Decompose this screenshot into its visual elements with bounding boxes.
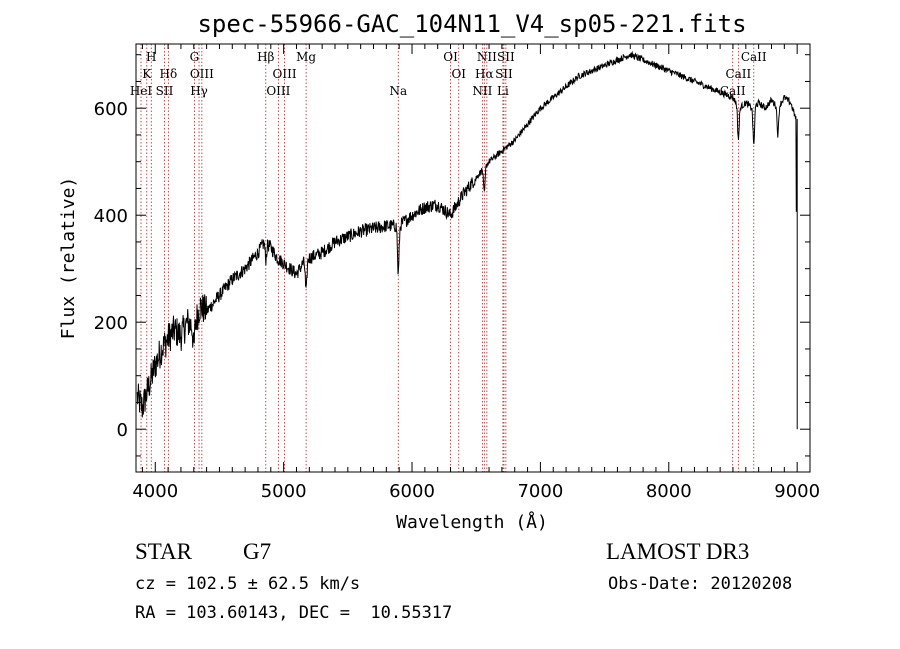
line-label: G: [190, 50, 200, 64]
line-label: CaII: [741, 50, 767, 64]
spectrum-line: [136, 50, 798, 430]
line-label: CaII: [725, 67, 751, 81]
line-label: OIII: [266, 84, 290, 98]
line-label: Hδ: [160, 67, 178, 81]
line-label: OIII: [190, 67, 214, 81]
y-tick-label: 400: [94, 206, 128, 227]
x-tick-label: 9000: [774, 481, 820, 502]
line-label: K: [142, 67, 152, 81]
object-class: STAR: [135, 539, 192, 564]
line-label: Hγ: [190, 84, 208, 98]
x-axis: 4000 5000 6000 7000 8000 9000: [132, 44, 820, 502]
line-label: Li: [497, 84, 509, 98]
line-label: OI: [443, 50, 458, 64]
line-label: Na: [389, 84, 407, 98]
y-tick-label: 0: [117, 420, 128, 441]
redshift-cz: cz = 102.5 ± 62.5 km/s: [135, 574, 361, 594]
line-label: OIII: [273, 67, 297, 81]
spectral-line-labels: HeI KH SII Hδ G Hγ OIII Hβ OIII OIII Mg Na OI OI NII NI…: [130, 50, 767, 98]
line-label: Hβ: [257, 50, 274, 64]
x-tick-label: 8000: [646, 481, 692, 502]
line-label: H: [146, 50, 156, 64]
x-axis-label: Wavelength (Å): [396, 511, 548, 533]
y-tick-label: 200: [94, 313, 128, 334]
line-label: NII: [472, 84, 492, 98]
line-label: HeI: [130, 84, 153, 98]
line-label: OI: [451, 67, 466, 81]
line-label: SII: [156, 84, 174, 98]
x-tick-label: 6000: [389, 481, 435, 502]
line-label: SII: [495, 67, 513, 81]
object-subclass: G7: [243, 539, 272, 564]
x-tick-label: 5000: [261, 481, 307, 502]
line-label: Mg: [296, 50, 316, 64]
y-axis: 0 200 400 600: [94, 54, 810, 457]
x-tick-label: 7000: [517, 481, 563, 502]
line-label: NII: [477, 50, 497, 64]
x-tick-label: 4000: [132, 481, 178, 502]
chart-title: spec-55966-GAC_104N11_V4_sp05-221.fits: [197, 10, 746, 38]
line-label: SII: [497, 50, 515, 64]
survey-name: LAMOST DR3: [606, 539, 750, 564]
line-label: Hα: [475, 67, 494, 81]
spectral-line-markers: [140, 44, 755, 472]
observation-date: Obs-Date: 20120208: [608, 574, 793, 594]
y-tick-label: 600: [94, 99, 128, 120]
plot-frame: [135, 43, 811, 473]
y-axis-label: Flux (relative): [58, 177, 79, 340]
ra-dec: RA = 103.60143, DEC = 10.55317: [135, 603, 453, 623]
